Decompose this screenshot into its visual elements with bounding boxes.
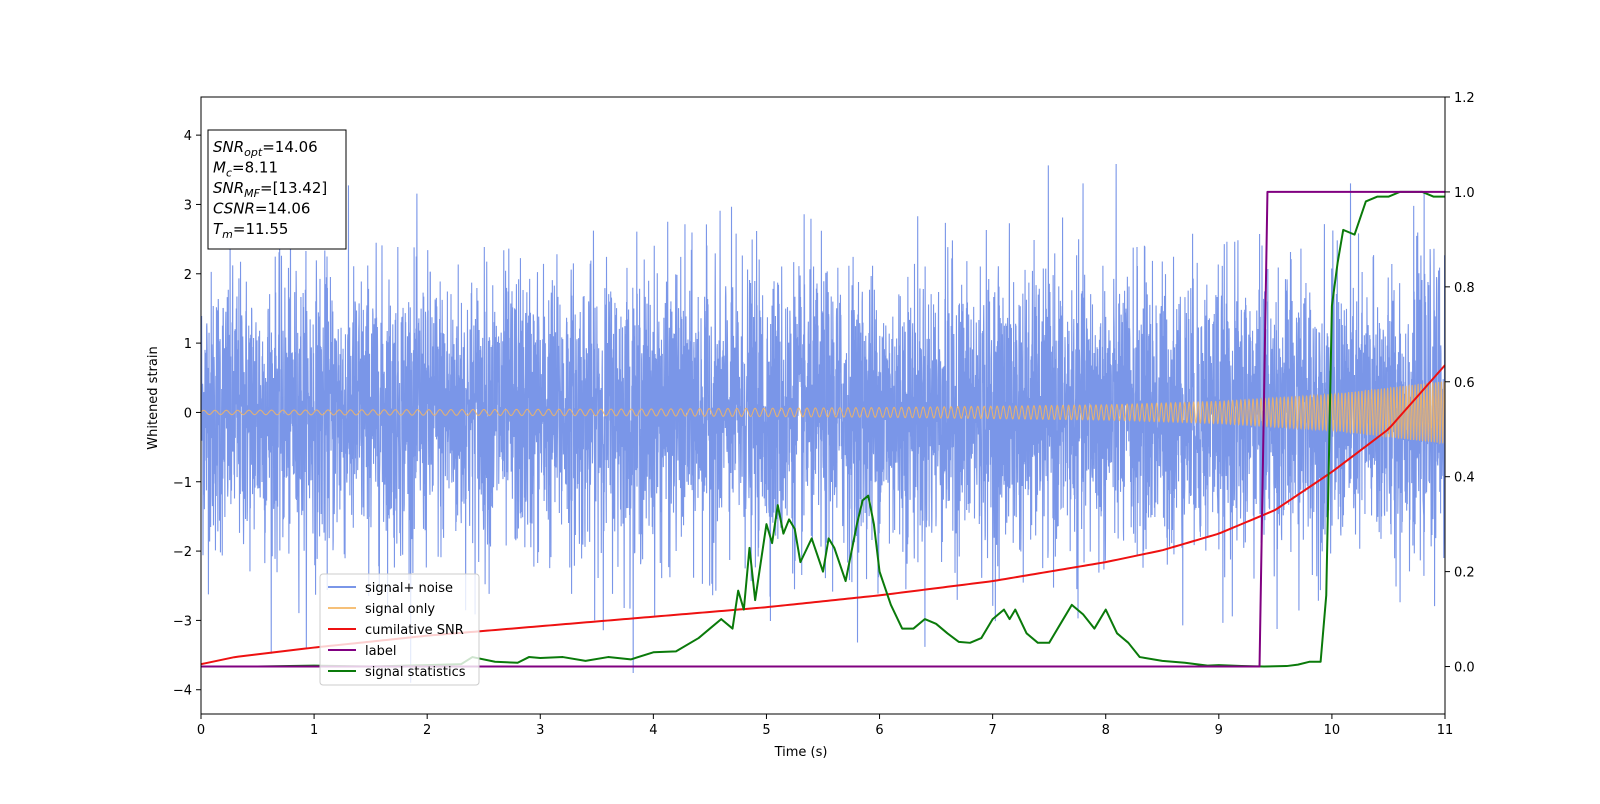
- y2-tick-label: 0.2: [1454, 566, 1475, 581]
- info-box: SNRopt=14.06Mc=8.11SNRMF=[13.42]CSNR=14.…: [207, 129, 347, 250]
- x-tick-label: 0: [197, 723, 205, 738]
- signal-statistics-line: [201, 190, 1445, 668]
- y2-tick-label: 0.8: [1454, 281, 1475, 296]
- x-tick-label: 2: [423, 723, 431, 738]
- x-tick-label: 9: [1215, 723, 1223, 738]
- legend-label: cumilative SNR: [365, 623, 464, 638]
- info-line: SNRMF=[13.42]: [213, 179, 327, 200]
- info-line: Mc=8.11: [213, 159, 278, 180]
- axes: 0 1 2 3 4 5 6 7 8 9 10 11 −4 −3 −2 −1 0 1 2 3 4 0.0 0.2 0.4 0.6 0…: [173, 91, 1475, 738]
- legend: signal+ noise signal only cumilative SNR la…: [319, 573, 480, 686]
- y-tick-label: 4: [184, 129, 192, 144]
- info-line-name: T: [213, 220, 224, 238]
- x-tick-label: 10: [1324, 723, 1341, 738]
- x-tick-label: 3: [536, 723, 544, 738]
- legend-frame: [319, 573, 480, 686]
- info-line-name: SNR: [213, 138, 244, 156]
- info-line-value: =11.55: [233, 220, 289, 238]
- info-line-value: =14.06: [255, 200, 311, 218]
- signal-noise-line: [201, 163, 1445, 683]
- y2-tick-label: 0.6: [1454, 376, 1475, 391]
- x-tick-label: 6: [875, 723, 883, 738]
- info-line-name: CSNR: [213, 200, 255, 218]
- x-tick-label: 4: [649, 723, 657, 738]
- y2-tick-label: 1.2: [1454, 91, 1475, 106]
- info-line-name: SNR: [213, 179, 244, 197]
- y-tick-label: 0: [184, 406, 192, 421]
- x-tick-label: 5: [762, 723, 770, 738]
- legend-label: signal statistics: [365, 665, 466, 680]
- x-tick-label: 8: [1102, 723, 1110, 738]
- info-line: Tm=11.55: [213, 220, 288, 241]
- y-tick-label: −4: [173, 684, 192, 699]
- y2-tick-label: 1.0: [1454, 186, 1475, 201]
- y-tick-label: 1: [184, 337, 192, 352]
- legend-label: signal only: [365, 602, 435, 617]
- info-line-name: M: [213, 159, 226, 177]
- info-line-value: =14.06: [262, 138, 318, 156]
- y-tick-label: 2: [184, 268, 192, 283]
- y-tick-label: −3: [173, 614, 192, 629]
- info-line-value: =[13.42]: [260, 179, 327, 197]
- y-tick-label: −1: [173, 476, 192, 491]
- series-signal-noise: [201, 163, 1445, 683]
- y-tick-label: 3: [184, 198, 192, 213]
- info-line-subscript: MF: [244, 187, 260, 200]
- y-axis-label: Whitened strain: [146, 346, 161, 449]
- x-tick-label: 11: [1437, 723, 1454, 738]
- x-tick-label: 7: [988, 723, 996, 738]
- legend-label: label: [365, 644, 396, 659]
- plot-frame: [200, 96, 1446, 715]
- y2-tick-label: 0.0: [1454, 661, 1475, 676]
- label-line: [201, 190, 1445, 668]
- y2-tick-label: 0.4: [1454, 471, 1475, 486]
- x-tick-label: 1: [310, 723, 318, 738]
- info-line-subscript: c: [226, 167, 232, 180]
- signal-only-line: [201, 381, 1445, 445]
- info-line-value: =8.11: [232, 159, 278, 177]
- x-axis-label: Time (s): [774, 745, 828, 760]
- legend-label: signal+ noise: [365, 581, 453, 596]
- info-line-subscript: opt: [244, 146, 263, 159]
- y-tick-label: −2: [173, 545, 192, 560]
- series-signal-only: [201, 381, 1445, 445]
- info-line-subscript: m: [222, 228, 233, 241]
- info-line: SNRopt=14.06: [213, 138, 318, 159]
- info-box-frame: [207, 129, 347, 250]
- info-line: CSNR=14.06: [213, 200, 310, 218]
